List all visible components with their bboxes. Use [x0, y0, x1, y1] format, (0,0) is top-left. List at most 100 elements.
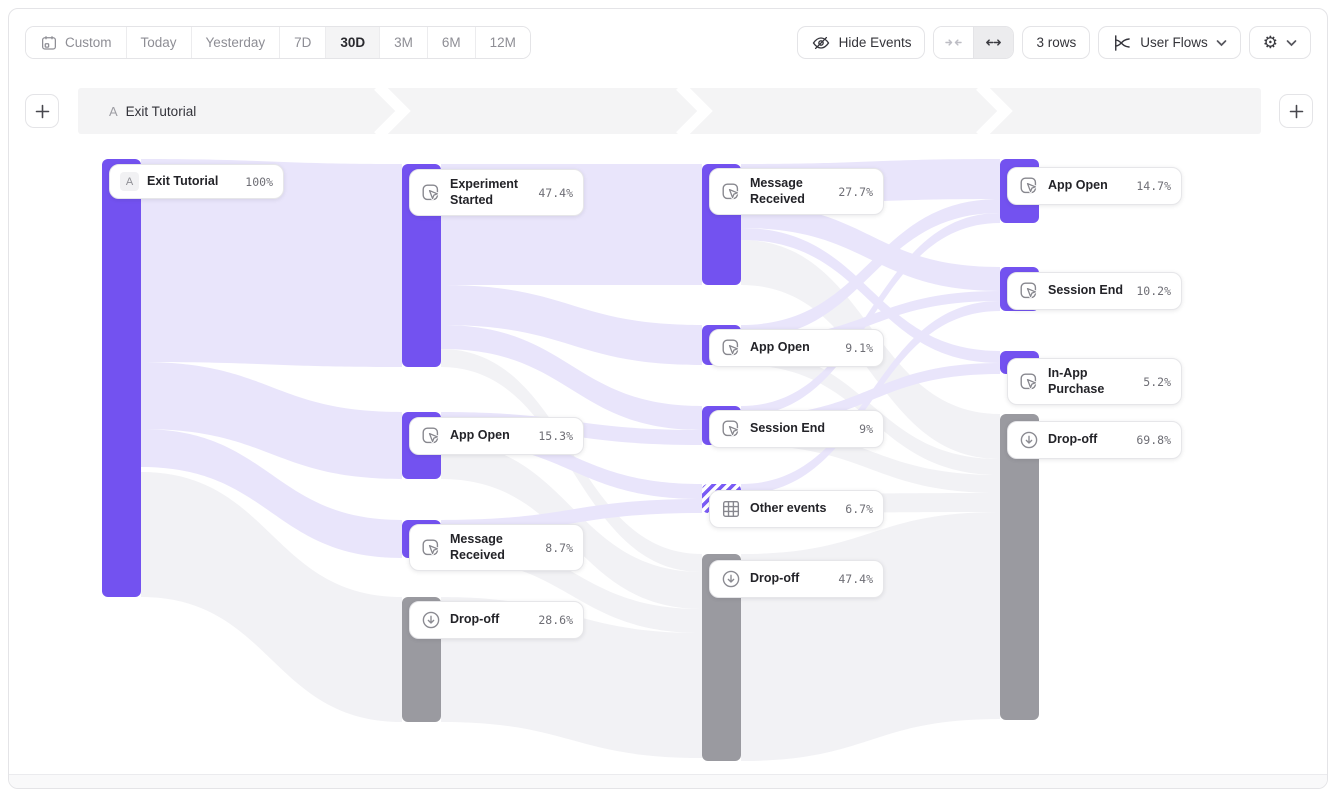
date-range-7d[interactable]: 7D [280, 27, 327, 58]
node-label: Session End [750, 421, 826, 436]
node-percentage: 10.2% [1136, 284, 1171, 298]
flow-ribbon-purple[interactable] [741, 204, 1000, 291]
flow-ribbon-purple[interactable] [741, 213, 1000, 416]
date-range-label: Today [140, 35, 177, 50]
add-step-left-button[interactable] [25, 94, 59, 128]
node-percentage: 100% [245, 174, 273, 189]
flow-node-card-message-received-2[interactable]: Message Received 8.7% [409, 524, 584, 572]
flow-node-card-session-end-3[interactable]: Session End 9% [709, 410, 884, 448]
node-percentage: 9.1% [845, 341, 873, 355]
flow-bar-exit-tutorial[interactable] [102, 159, 141, 597]
flow-ribbon-purple[interactable] [741, 199, 1000, 339]
flow-ribbon-gray[interactable] [141, 472, 402, 722]
chevron-down-icon [1216, 39, 1227, 47]
view-selector-button[interactable]: User Flows [1098, 26, 1241, 59]
date-range-label: 6M [441, 35, 461, 50]
arrows-inward-icon [944, 33, 963, 52]
flow-node-card-other-events-3[interactable]: Other events 6.7% [709, 490, 884, 528]
node-label: App Open [450, 428, 510, 443]
hide-events-button[interactable]: Hide Events [796, 26, 926, 59]
date-range-yesterday[interactable]: Yesterday [191, 27, 281, 58]
user-flows-panel: Custom Today Yesterday 7D 30D 3M 6M 12M Hide Ev… [8, 8, 1328, 789]
date-range-12m[interactable]: 12M [475, 27, 530, 58]
date-range-3m[interactable]: 3M [380, 27, 428, 58]
event-icon [420, 537, 442, 559]
node-percentage: 27.7% [838, 184, 873, 199]
date-range-label: 12M [489, 35, 516, 50]
date-range-today[interactable]: Today [126, 27, 192, 58]
date-range-label: 7D [294, 35, 312, 50]
flow-bar-drop-off-4[interactable] [1000, 414, 1039, 720]
add-step-right-button[interactable] [1279, 94, 1313, 128]
flow-ribbon-purple[interactable] [141, 362, 402, 479]
node-percentage: 47.4% [538, 185, 573, 200]
node-label: App Open [750, 340, 810, 355]
node-label: Drop-off [450, 612, 500, 627]
step-letter-badge: A [120, 172, 139, 191]
arrows-outward-icon [984, 33, 1003, 52]
gear-icon: ⚙ [1262, 33, 1278, 52]
flow-ribbon-purple[interactable] [441, 325, 702, 430]
view-selector-label: User Flows [1140, 35, 1208, 50]
plus-icon [35, 104, 49, 118]
flow-ribbon-purple[interactable] [141, 159, 402, 367]
flow-node-card-drop-off-2[interactable]: Drop-off 28.6% [409, 601, 584, 639]
settings-button[interactable]: ⚙ [1248, 26, 1311, 59]
user-flows-sankey: A Exit Tutorial 100% Experiment Started 47.4… [9, 9, 1327, 788]
node-label: App Open [1048, 178, 1108, 193]
node-percentage: 28.6% [538, 613, 573, 627]
node-label: Message Received [750, 176, 805, 206]
flow-node-card-app-open-3[interactable]: App Open 9.1% [709, 329, 884, 367]
flow-node-card-app-open-4[interactable]: App Open 14.7% [1007, 167, 1182, 205]
rows-label: 3 rows [1036, 35, 1077, 50]
date-range-label: Yesterday [205, 35, 266, 50]
start-step-label[interactable]: A Exit Tutorial [109, 88, 196, 134]
node-percentage: 47.4% [838, 572, 873, 586]
toolbar: Custom Today Yesterday 7D 30D 3M 6M 12M Hide Ev… [9, 9, 1327, 75]
flow-node-card-exit-tutorial[interactable]: A Exit Tutorial 100% [109, 164, 284, 199]
event-icon [420, 425, 442, 447]
step-name: Exit Tutorial [125, 103, 197, 119]
node-percentage: 9% [859, 422, 873, 436]
date-range-30d[interactable]: 30D [326, 27, 381, 58]
toolbar-right-group: Hide Events [796, 26, 1311, 59]
drop-off-icon [1018, 429, 1040, 451]
flow-node-card-experiment-started[interactable]: Experiment Started 47.4% [409, 169, 584, 217]
flow-ribbon-gray[interactable] [741, 512, 1000, 761]
node-percentage: 15.3% [538, 429, 573, 443]
eye-off-icon [811, 33, 831, 53]
node-label: Drop-off [750, 571, 800, 586]
node-label: Experiment Started [450, 177, 519, 207]
flow-node-card-session-end-4[interactable]: Session End 10.2% [1007, 272, 1182, 310]
node-label: Session End [1048, 283, 1124, 298]
footer-strip [9, 774, 1327, 788]
rows-button[interactable]: 3 rows [1022, 26, 1091, 59]
date-range-6m[interactable]: 6M [427, 27, 476, 58]
node-label: Exit Tutorial [147, 173, 219, 188]
collapse-columns-button[interactable] [934, 27, 974, 58]
flow-node-card-drop-off-3[interactable]: Drop-off 47.4% [709, 560, 884, 598]
node-percentage: 5.2% [1143, 374, 1171, 389]
date-range-group: Custom Today Yesterday 7D 30D 3M 6M 12M [25, 26, 531, 59]
flow-ribbon-purple[interactable] [741, 228, 1000, 363]
flow-node-card-drop-off-4[interactable]: Drop-off 69.8% [1007, 421, 1182, 459]
flow-ribbon-purple[interactable] [441, 285, 702, 365]
flow-node-card-in-app-purchase-4[interactable]: In-App Purchase 5.2% [1007, 358, 1182, 406]
event-icon [1018, 175, 1040, 197]
event-icon [720, 337, 742, 359]
node-percentage: 69.8% [1136, 433, 1171, 447]
event-icon [420, 182, 442, 204]
flow-ribbon-purple[interactable] [141, 429, 402, 558]
date-range-label: 30D [340, 35, 366, 50]
expand-columns-button[interactable] [973, 27, 1014, 58]
date-range-custom[interactable]: Custom [26, 27, 127, 58]
node-label: In-App Purchase [1048, 366, 1105, 396]
node-label: Drop-off [1048, 432, 1098, 447]
step-letter: A [109, 103, 118, 119]
event-icon [1018, 280, 1040, 302]
flow-node-card-message-received-3[interactable]: Message Received 27.7% [709, 168, 884, 216]
other-events-grid-icon [720, 498, 742, 520]
node-percentage: 14.7% [1136, 179, 1171, 193]
calendar-icon [40, 34, 58, 52]
flow-node-card-app-open-2[interactable]: App Open 15.3% [409, 417, 584, 455]
